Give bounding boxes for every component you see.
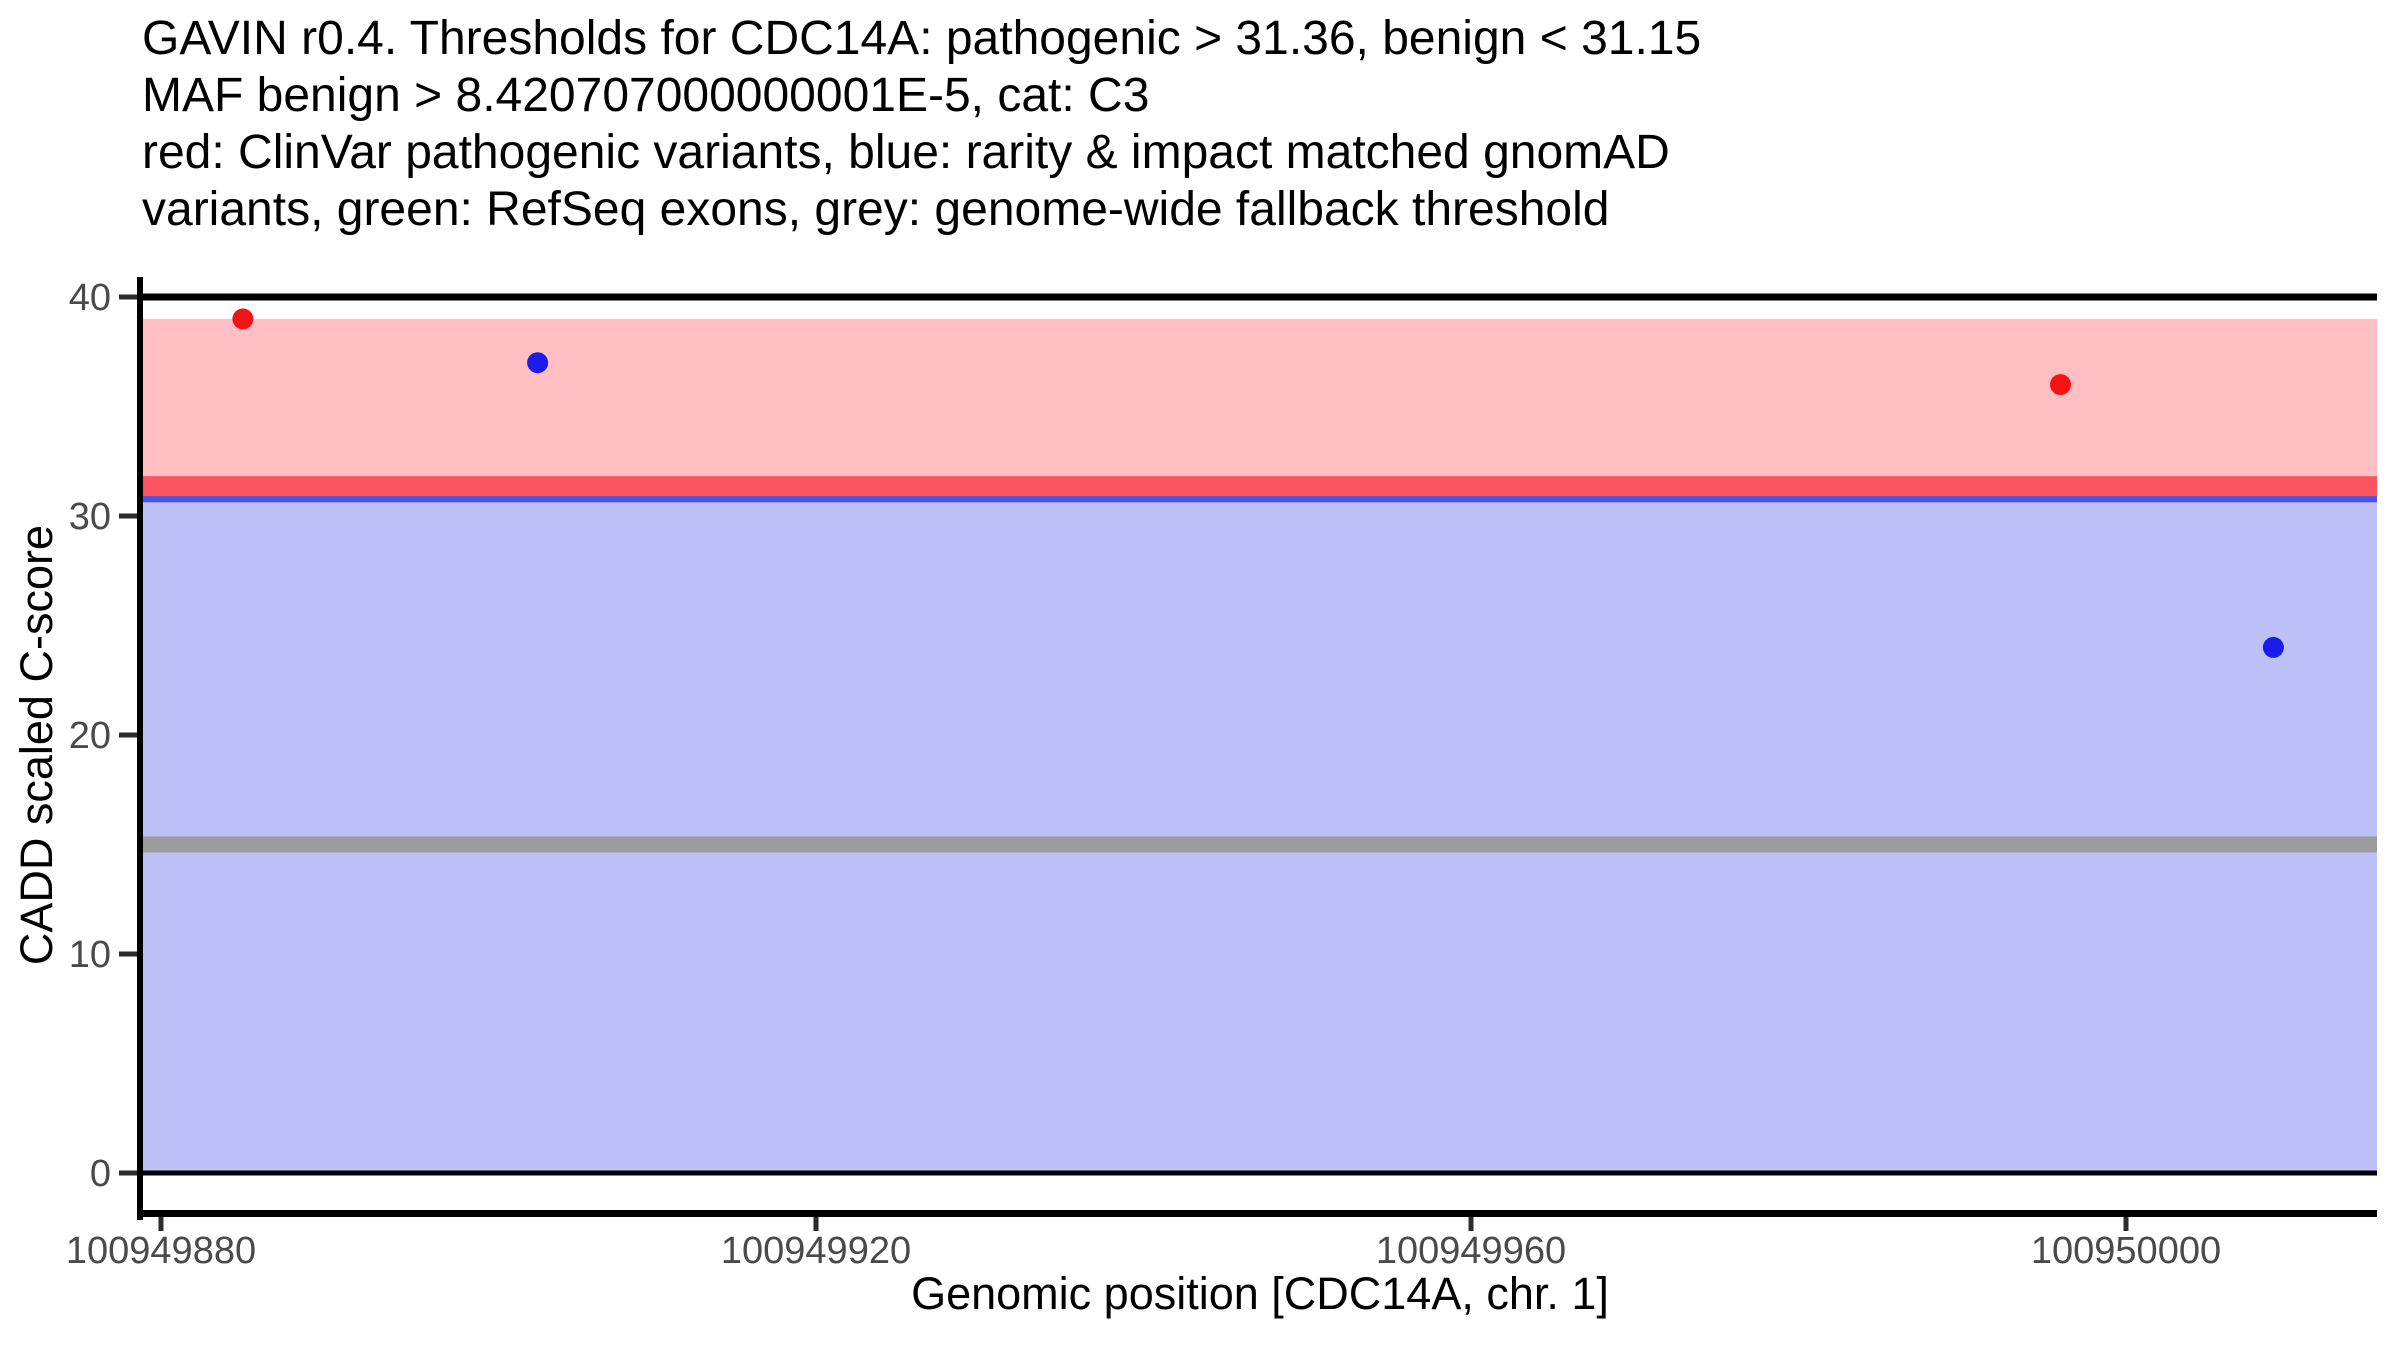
x-tick-label: 100950000 [2031,1230,2221,1272]
data-point [2050,374,2071,396]
frame-line-zero [143,1170,2377,1176]
title-line-1: GAVIN r0.4. Thresholds for CDC14A: patho… [142,12,1702,65]
title-line-4: variants, green: RefSeq exons, grey: gen… [142,183,1610,236]
title-line-2: MAF benign > 8.420707000000001E-5, cat: … [142,69,1150,122]
y-tick-label: 30 [69,496,111,538]
title-line-3: red: ClinVar pathogenic variants, blue: … [142,126,1670,179]
y-tick [119,513,137,519]
x-tick [1468,1217,1474,1231]
data-point [232,308,254,330]
y-tick-label: 20 [69,715,111,757]
y-tick-label: 40 [69,277,111,319]
y-tick [119,732,137,738]
fallback-threshold-line [143,836,2377,853]
x-tick [2123,1217,2129,1231]
y-axis-line [137,277,143,1220]
y-tick [119,294,137,300]
pathogenic-threshold-line [143,476,2377,497]
benign-region [143,490,2377,1173]
frame-line-top [143,293,2377,301]
y-axis-title-box: CADD scaled C-score [0,277,74,1213]
y-tick-label: 0 [90,1153,111,1195]
x-axis-title: Genomic position [CDC14A, chr. 1] [911,1268,1609,1319]
data-point [527,352,549,374]
x-axis-line [137,1210,2377,1217]
x-tick-label: 100949880 [66,1230,256,1272]
x-tick [158,1217,164,1231]
y-tick-label: 10 [69,934,111,976]
x-tick-label: 100949920 [721,1230,911,1272]
data-point [2262,636,2284,658]
plot-title: GAVIN r0.4. Thresholds for CDC14A: patho… [142,10,1701,238]
y-tick [119,951,137,957]
y-axis-title: CADD scaled C-score [11,524,62,966]
pathogenic-region [143,318,2377,487]
x-tick-label: 100949960 [1376,1230,1566,1272]
y-tick [119,1170,137,1176]
x-tick [813,1217,819,1231]
